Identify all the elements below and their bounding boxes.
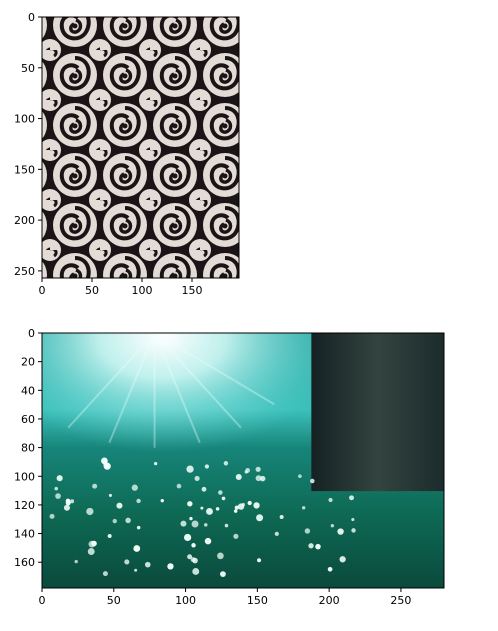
x-tick-label: 250 [390,594,411,607]
y-tick-label: 60 [21,413,35,426]
y-tick-label: 100 [14,113,35,126]
x-tick-label: 150 [247,594,268,607]
x-tick-label: 200 [319,594,340,607]
y-tick-label: 120 [14,499,35,512]
x-tick-label: 100 [175,594,196,607]
forest-image [42,333,444,588]
y-tick-label: 250 [14,265,35,278]
y-tick-label: 20 [21,356,35,369]
axes-2: 0 50 100 150 200 250 0 20 40 60 80 100 120 140 160 [14,327,411,607]
x-tick-label: 150 [182,284,203,297]
y-tick-label: 50 [21,62,35,75]
x-tick-label: 50 [107,594,121,607]
y-tick-label: 80 [21,442,35,455]
axes-1: 0 50 100 150 0 50 100 150 200 250 [14,11,203,297]
y-tick-label: 160 [14,556,35,569]
image-frame-1 [41,16,240,279]
image-frame-2 [41,332,445,589]
y-tick-label: 150 [14,163,35,176]
y-tick-label: 100 [14,470,35,483]
x-tick-label: 0 [39,594,46,607]
y-tick-label: 0 [28,327,35,340]
x-tick-label: 50 [85,284,99,297]
x-tick-label: 100 [132,284,153,297]
y-tick-label: 140 [14,528,35,541]
rose-image [42,17,239,278]
x-tick-label: 0 [39,284,46,297]
y-tick-label: 200 [14,214,35,227]
y-tick-label: 0 [28,11,35,24]
y-tick-label: 40 [21,384,35,397]
